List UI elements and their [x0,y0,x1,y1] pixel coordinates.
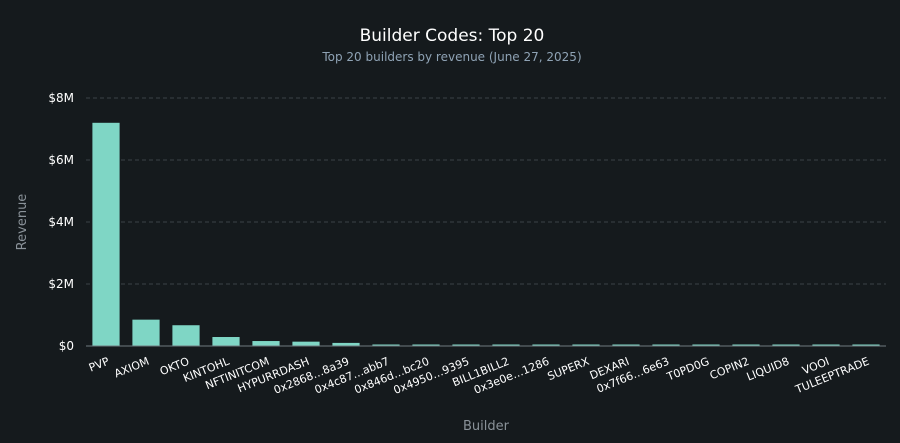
x-tick-label: T0PD0G [664,355,711,384]
y-tick-label: $2M [48,277,74,291]
x-tick-label: LIQUID8 [745,355,791,384]
bar[interactable] [372,344,400,347]
x-tick-label: COPIN2 [708,355,751,383]
bar[interactable] [412,344,440,347]
x-axis-ticks: PVP AXIOM OKTOKINTOHLNFTINITCOMHYPURRDASH0… [87,354,871,397]
y-tick-label: $6M [48,153,74,167]
x-axis-title: Builder [463,419,510,434]
bar[interactable] [612,344,640,347]
bar[interactable] [652,344,680,347]
bar[interactable] [812,344,840,347]
chart-subtitle: Top 20 builders by revenue (June 27, 202… [321,50,581,64]
x-tick-label: SUPERX [546,355,592,384]
bar[interactable] [732,344,760,347]
bar[interactable] [132,319,160,346]
y-axis-ticks: $0 $2M $4M $6M $8M [48,91,74,353]
bar[interactable] [172,325,200,346]
bar[interactable] [332,342,360,346]
x-tick-label: AXIOM [112,355,151,381]
bar[interactable] [572,344,600,347]
bar[interactable] [452,344,480,347]
y-tick-label: $8M [48,91,74,105]
bar[interactable] [532,344,560,347]
bar[interactable] [212,337,240,346]
bars [86,122,886,347]
bar[interactable] [692,344,720,347]
bar[interactable] [92,122,120,346]
chart-title: Builder Codes: Top 20 [360,26,545,46]
bar[interactable] [492,344,520,347]
bar[interactable] [252,341,280,346]
x-tick-label: PVP [87,355,111,375]
bar[interactable] [292,341,320,346]
y-tick-label: $0 [59,339,74,353]
bar[interactable] [772,344,800,347]
bar[interactable] [852,344,880,347]
y-tick-label: $4M [48,215,74,229]
gridlines [86,97,886,285]
y-axis-title: Revenue [15,194,30,251]
